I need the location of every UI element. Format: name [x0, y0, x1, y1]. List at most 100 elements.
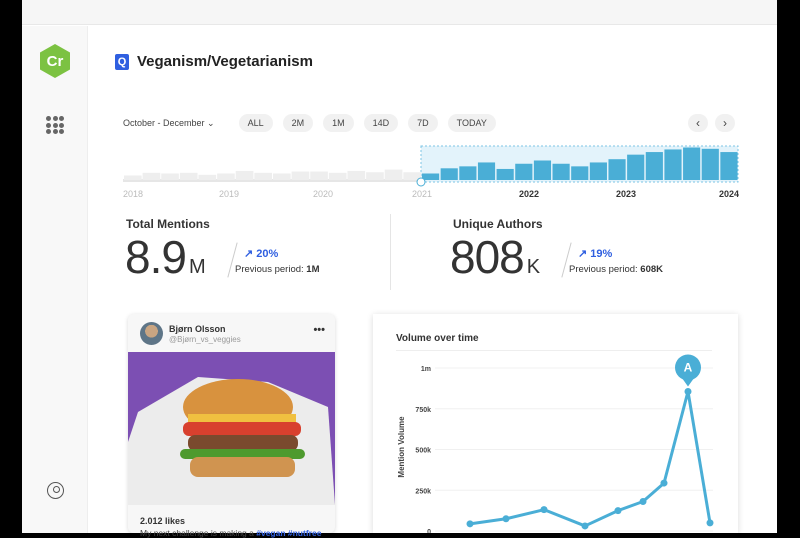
timeline-bar-selected — [552, 163, 570, 180]
timeline-bar — [366, 172, 384, 180]
timeline-bar-selected — [459, 166, 477, 180]
value: 8.9 — [125, 231, 187, 283]
timeline-bar-selected — [533, 160, 552, 180]
social-post-card[interactable]: Bjørn Olsson @Bjørn_vs_veggies ••• 2.012… — [128, 314, 335, 538]
timeline-bar-selected — [571, 166, 589, 180]
timeline-bar-selected — [608, 159, 626, 180]
preset-7d[interactable]: 7D — [408, 114, 438, 132]
data-point — [502, 515, 510, 523]
unique-authors-value: 808 K — [450, 230, 540, 284]
data-point — [581, 522, 589, 530]
post-caption: My next challenge is making a #vegan #nu… — [140, 528, 321, 538]
unit: K — [526, 256, 541, 278]
year-label: 2019 — [219, 189, 239, 199]
line-chart: Mention Volume 0 250k 500k 750k 1m A — [397, 354, 714, 533]
timeline-bar-selected — [515, 163, 533, 180]
value: 808 — [450, 231, 525, 283]
timeline-bar-selected — [422, 173, 440, 180]
timeline-bar-selected — [720, 152, 738, 180]
timeline-bar — [217, 173, 235, 180]
preset-14d[interactable]: 14D — [363, 114, 399, 132]
timeline-bar — [124, 175, 142, 180]
avatar[interactable] — [140, 322, 163, 345]
preset-today[interactable]: TODAY — [447, 114, 496, 132]
arrow-up-right-icon: ↗ — [244, 248, 254, 260]
likes-count: 2.012 likes — [140, 516, 186, 526]
annotation-marker[interactable] — [675, 354, 701, 381]
preset-all[interactable]: ALL — [238, 114, 273, 132]
timeline-bar-selected — [683, 147, 701, 180]
burger-image — [128, 377, 335, 505]
stats-divider — [390, 214, 391, 290]
year-label: 2018 — [123, 189, 143, 199]
timeline-bar-selected — [589, 162, 607, 180]
preset-1m[interactable]: 1M — [323, 114, 354, 132]
timeline-bar — [347, 170, 366, 180]
unique-authors-label: Unique Authors — [453, 217, 543, 231]
y-tick-label: 250k — [415, 488, 431, 495]
total-mentions-label: Total Mentions — [126, 217, 210, 231]
data-point — [660, 479, 668, 487]
timeline-bar-selected — [701, 148, 719, 180]
year-label: 2020 — [313, 189, 333, 199]
annotation-label: A — [684, 360, 693, 374]
page-title: Q Veganism/Vegetarianism — [115, 53, 313, 70]
volume-chart-card: Volume over time Mention Volume 0 250k 500… — [373, 314, 738, 533]
data-point — [466, 520, 474, 528]
timeline-bar-selected — [440, 168, 458, 180]
author-name[interactable]: Bjørn Olsson — [169, 324, 226, 334]
brush-handle-left[interactable] — [416, 177, 426, 187]
y-tick-label: 0 — [427, 529, 431, 533]
timeline-bar-selected — [664, 149, 682, 180]
hashtags[interactable]: #vegan #nutfree — [256, 528, 322, 538]
timeline-bar — [179, 172, 198, 180]
timeline-bar — [273, 173, 291, 180]
more-options-icon[interactable]: ••• — [313, 324, 325, 336]
unique-authors-previous: Previous period: 608K — [569, 264, 663, 275]
delta: 20% — [256, 248, 279, 260]
prev-value: 608K — [640, 264, 664, 275]
logo[interactable]: Cr — [40, 44, 70, 78]
chart-title: Volume over time — [396, 333, 479, 344]
timeline-bar — [198, 174, 217, 180]
y-tick-label: 1m — [421, 366, 431, 373]
chevron-down-icon: ⌄ — [207, 117, 215, 128]
timeline-bar-selected — [477, 162, 496, 180]
prev-period-button[interactable]: ‹ — [688, 114, 708, 132]
year-label: 2022 — [519, 189, 539, 199]
timeline-bar-selected — [645, 152, 663, 180]
query-badge: Q — [115, 53, 129, 70]
data-point — [639, 497, 647, 505]
timeline-bar — [403, 172, 421, 180]
y-axis-label: Mention Volume — [397, 416, 406, 478]
apps-grid-icon[interactable] — [46, 116, 64, 134]
timeline-bar — [328, 172, 347, 180]
author-handle: @Bjørn_vs_veggies — [169, 335, 241, 344]
timeline-bar — [310, 171, 328, 180]
date-range-dropdown[interactable]: October - December ⌄ — [123, 118, 215, 129]
y-tick-label: 500k — [415, 448, 431, 455]
timeline-bar — [254, 172, 272, 180]
date-range-label: October - December — [123, 117, 205, 128]
date-filters: October - December ⌄ ALL 2M 1M 14D 7D TO… — [123, 114, 496, 132]
timeline-bar — [291, 171, 310, 180]
total-mentions-delta: ↗ 20% — [244, 247, 278, 260]
y-tick-label: 750k — [415, 407, 431, 414]
year-label: 2024 — [719, 189, 739, 199]
annotation-pointer — [683, 379, 693, 387]
track — [123, 179, 421, 182]
prev-value: 1M — [306, 264, 320, 275]
timeline-brush[interactable]: 2018 2019 2020 2021 2022 2023 2024 — [123, 140, 739, 202]
timeline-bar — [142, 172, 161, 180]
next-period-button[interactable]: › — [715, 114, 735, 132]
top-bar — [22, 0, 777, 25]
data-point — [540, 506, 548, 514]
sidebar: Cr — [22, 26, 88, 533]
preset-2m[interactable]: 2M — [282, 114, 314, 132]
user-profile-icon[interactable] — [47, 482, 64, 499]
year-label: 2021 — [412, 189, 432, 199]
prev-label: Previous period: — [235, 264, 304, 275]
data-point — [684, 387, 692, 395]
total-mentions-value: 8.9 M — [125, 230, 206, 284]
query-title: Veganism/Vegetarianism — [137, 53, 313, 70]
